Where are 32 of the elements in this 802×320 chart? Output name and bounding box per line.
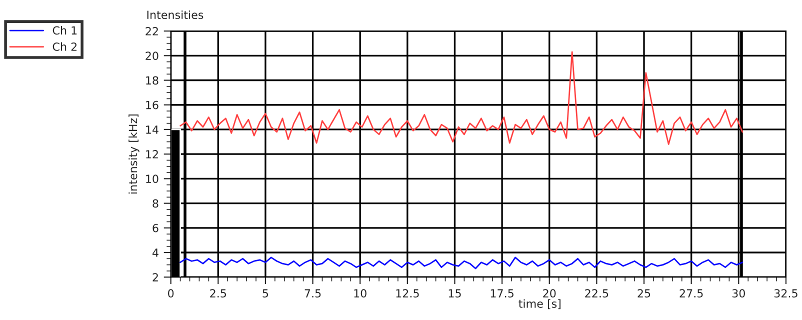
x-tick-label: 22.5 <box>585 289 608 298</box>
y-tick-label: 8 <box>152 199 158 208</box>
line-series <box>180 256 744 270</box>
y-tick-label: 16 <box>146 100 158 110</box>
x-tick-label: 5 <box>262 289 268 298</box>
y-tick-label: 20 <box>146 52 158 60</box>
x-tick-label: 0 <box>168 289 174 298</box>
chart-title: Intensities <box>147 10 204 20</box>
y-tick-label: 18 <box>146 76 158 85</box>
legend-label: Ch 1 <box>52 26 77 35</box>
x-tick-label: 2.5 <box>210 289 226 298</box>
x-tick-label: 30 <box>732 289 745 298</box>
y-tick-label: 14 <box>146 126 158 134</box>
x-tick-label: 20 <box>543 289 556 298</box>
y-tick-label: 4 <box>152 248 158 257</box>
x-axis-title: time [s] <box>518 299 560 310</box>
x-tick-label: 17.5 <box>490 289 514 298</box>
y-tick-label: 6 <box>152 224 158 232</box>
y-tick-label: 22 <box>146 27 158 36</box>
x-tick-label: 15 <box>448 289 461 298</box>
x-tick-label: 7.5 <box>304 289 321 298</box>
x-tick-label: 12.5 <box>396 289 419 298</box>
y-tick-label: 12 <box>146 150 158 158</box>
x-tick-label: 32.5 <box>774 289 798 298</box>
legend-label: Ch 2 <box>52 42 77 51</box>
line-series <box>180 51 744 145</box>
x-tick-label: 27.5 <box>680 289 703 298</box>
y-axis-title: intensity [kHz] <box>128 114 140 194</box>
y-tick-label: 2 <box>152 273 158 282</box>
x-tick-label: 25 <box>638 289 650 298</box>
y-tick-label: 10 <box>146 174 158 184</box>
x-tick-label: 10 <box>354 289 366 298</box>
